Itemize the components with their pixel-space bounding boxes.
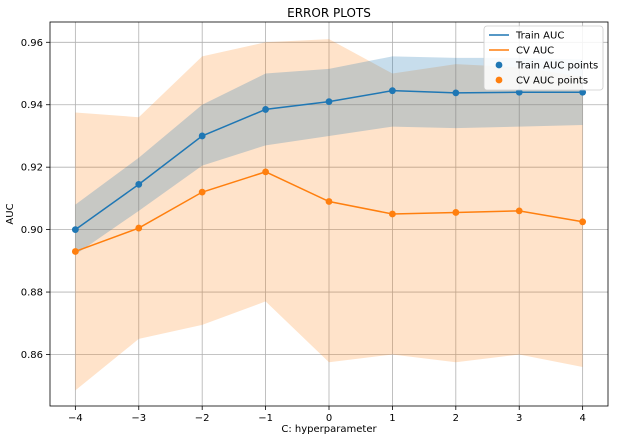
- x-tick-label: −4: [68, 413, 83, 424]
- y-tick-label: 0.90: [21, 225, 43, 236]
- train-auc-point: [389, 87, 396, 95]
- train-auc-point: [135, 180, 143, 188]
- train-auc-point: [71, 226, 79, 234]
- x-tick-label: 0: [326, 413, 332, 424]
- cv-auc-point: [515, 207, 523, 215]
- y-tick-label: 0.96: [21, 38, 43, 49]
- legend-train-auc-label: Train AUC: [515, 31, 564, 42]
- x-tick-label: 1: [389, 413, 395, 424]
- train-auc-point: [515, 88, 523, 96]
- cv-auc-point: [325, 198, 333, 205]
- legend-cv-auc-label: CV AUC: [516, 46, 554, 57]
- x-tick-label: 2: [453, 413, 459, 424]
- y-tick-label: 0.92: [21, 163, 43, 174]
- x-tick-label: 3: [516, 413, 522, 424]
- y-tick-label: 0.88: [21, 288, 43, 299]
- x-tick-label: −3: [131, 413, 146, 424]
- train-auc-point: [579, 88, 587, 96]
- chart-title: ERROR PLOTS: [287, 6, 371, 20]
- cv-auc-point: [135, 224, 143, 232]
- x-tick-label: 4: [579, 413, 585, 424]
- train-auc-point: [452, 89, 460, 97]
- legend-cv-auc-points-swatch: [495, 76, 503, 84]
- legend-box: [483, 25, 604, 91]
- cv-auc-std-band: [75, 39, 583, 391]
- legend: Train AUC CV AUC Train AUC points CV AUC po…: [483, 25, 604, 91]
- y-tick-label: 0.86: [21, 350, 43, 361]
- legend-cv-auc-points-label: CV AUC points: [516, 76, 588, 87]
- y-tick-label: 0.94: [21, 100, 43, 111]
- cv-auc-point: [452, 209, 460, 216]
- cv-auc-point: [579, 218, 587, 226]
- x-tick-label: −1: [258, 413, 273, 424]
- train-auc-point: [198, 132, 206, 140]
- x-axis-label: C: hyperparameter: [281, 424, 377, 435]
- train-auc-point: [325, 98, 333, 106]
- legend-train-auc-points-label: Train AUC points: [515, 61, 598, 72]
- train-auc-point: [262, 106, 269, 113]
- cv-auc-point: [389, 210, 396, 218]
- y-axis-label: AUC: [5, 203, 16, 224]
- cv-auc-point: [262, 168, 269, 176]
- cv-auc-point: [198, 188, 206, 196]
- train-auc-std-band: [75, 56, 583, 255]
- x-tick-label: −2: [195, 413, 210, 424]
- legend-train-auc-points-swatch: [495, 61, 503, 69]
- cv-auc-point: [71, 248, 79, 255]
